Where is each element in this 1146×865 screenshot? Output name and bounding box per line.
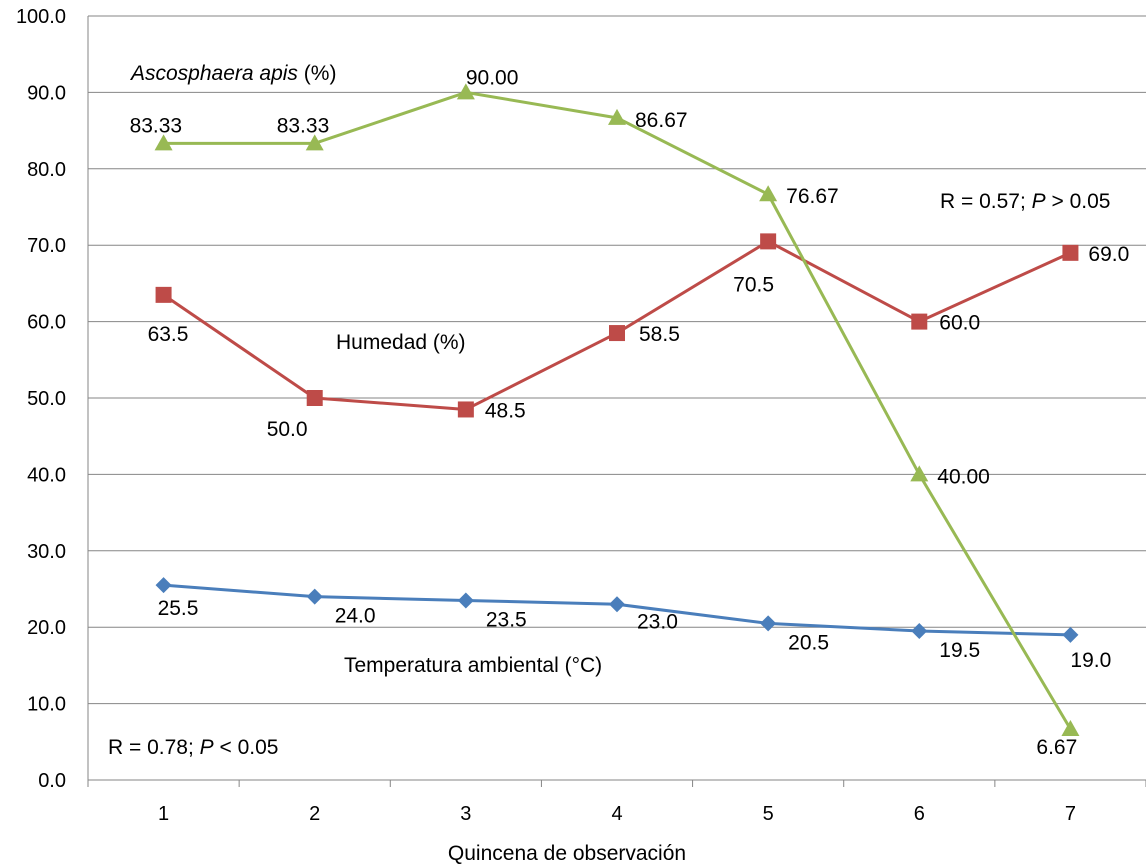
series-humedad bbox=[155, 233, 1079, 418]
x-tick-label: 4 bbox=[611, 803, 622, 825]
series-ascosphaera bbox=[154, 83, 1080, 737]
data-point-temperatura bbox=[457, 592, 474, 609]
data-label-ascosphaera: 90.00 bbox=[466, 66, 519, 89]
data-label-temperatura: 23.0 bbox=[637, 610, 678, 633]
data-label-ascosphaera: 76.67 bbox=[786, 185, 839, 208]
data-point-ascosphaera bbox=[910, 465, 929, 482]
corr-humedad-value: > 0.05 bbox=[1046, 190, 1111, 213]
y-tick-label: 80.0 bbox=[27, 159, 66, 181]
y-tick-label: 0.0 bbox=[38, 770, 66, 792]
y-tick-label: 100.0 bbox=[16, 6, 66, 28]
data-label-temperatura: 24.0 bbox=[335, 605, 376, 628]
series-name-ascosphaera-italic: Ascosphaera apis bbox=[129, 62, 298, 85]
data-point-temperatura bbox=[306, 588, 323, 605]
corr-temperatura-value: < 0.05 bbox=[214, 736, 279, 759]
x-tick-label: 2 bbox=[309, 803, 320, 825]
data-point-ascosphaera bbox=[154, 134, 173, 151]
data-point-humedad bbox=[760, 233, 777, 250]
y-tick-label: 50.0 bbox=[27, 388, 66, 410]
data-label-temperatura: 19.5 bbox=[939, 639, 980, 662]
data-label-humedad: 63.5 bbox=[148, 323, 189, 346]
series-name-temperatura: Temperatura ambiental (°C) bbox=[344, 654, 602, 677]
data-point-temperatura bbox=[911, 623, 928, 640]
axes bbox=[87, 16, 1146, 781]
data-point-humedad bbox=[457, 401, 474, 418]
data-label-temperatura: 20.5 bbox=[788, 631, 829, 654]
data-point-ascosphaera bbox=[1061, 720, 1080, 737]
series-name-humedad: Humedad (%) bbox=[336, 331, 466, 354]
y-tick-label: 60.0 bbox=[27, 312, 66, 334]
data-point-ascosphaera bbox=[456, 83, 475, 100]
data-point-temperatura bbox=[609, 596, 625, 613]
data-label-ascosphaera: 83.33 bbox=[130, 114, 183, 137]
data-point-ascosphaera bbox=[305, 134, 324, 151]
x-axis-ticks: 1 2 3 4 5 6 7 bbox=[87, 780, 1146, 825]
data-label-temperatura: 19.0 bbox=[1070, 649, 1111, 672]
series-layer bbox=[154, 83, 1080, 737]
corr-humedad-p: P bbox=[1032, 190, 1046, 213]
gridlines bbox=[88, 15, 1146, 781]
data-label-humedad: 70.5 bbox=[733, 273, 774, 296]
y-axis-ticks: 0.0 10.0 20.0 30.0 40.0 50.0 60.0 70.0 80.0 90.0 1… bbox=[16, 6, 66, 792]
data-label-ascosphaera: 6.67 bbox=[1036, 736, 1077, 759]
data-labels: 25.5 24.0 23.5 23.0 20.5 19.5 19.0 63.5 50.0 48.5… bbox=[130, 66, 1130, 759]
data-label-humedad: 60.0 bbox=[939, 312, 980, 335]
data-point-temperatura bbox=[760, 615, 777, 632]
corr-temperatura-p: P bbox=[200, 736, 214, 759]
x-tick-label: 6 bbox=[914, 803, 925, 825]
series-temperatura bbox=[155, 577, 1079, 643]
data-label-humedad: 48.5 bbox=[485, 399, 526, 422]
x-tick-label: 1 bbox=[158, 803, 169, 825]
data-label-humedad: 58.5 bbox=[639, 323, 680, 346]
series-name-ascosphaera: Ascosphaera apis (%) bbox=[129, 62, 336, 85]
y-tick-label: 70.0 bbox=[27, 235, 66, 257]
data-label-humedad: 50.0 bbox=[267, 418, 308, 441]
corr-annotation-humedad: R = 0.57; P > 0.05 bbox=[940, 190, 1110, 213]
y-tick-label: 10.0 bbox=[27, 694, 66, 716]
data-point-temperatura bbox=[1062, 626, 1079, 643]
x-tick-label: 7 bbox=[1065, 803, 1076, 825]
data-label-ascosphaera: 40.00 bbox=[937, 465, 990, 488]
y-tick-label: 90.0 bbox=[27, 82, 66, 104]
corr-annotation-temperatura: R = 0.78; P < 0.05 bbox=[108, 736, 278, 759]
data-label-temperatura: 23.5 bbox=[486, 608, 527, 631]
data-label-ascosphaera: 83.33 bbox=[277, 114, 330, 137]
corr-humedad-r: R = 0.57; bbox=[940, 190, 1032, 213]
data-label-humedad: 69.0 bbox=[1088, 243, 1129, 266]
y-tick-label: 40.0 bbox=[27, 464, 66, 486]
data-point-humedad bbox=[306, 390, 323, 406]
data-point-humedad bbox=[155, 286, 172, 303]
data-point-humedad bbox=[911, 313, 928, 330]
y-tick-label: 20.0 bbox=[27, 617, 66, 639]
x-tick-label: 5 bbox=[763, 803, 774, 825]
data-point-temperatura bbox=[155, 577, 172, 594]
data-label-temperatura: 25.5 bbox=[158, 597, 199, 620]
data-point-ascosphaera bbox=[608, 108, 626, 125]
x-tick-label: 3 bbox=[460, 803, 471, 825]
series-name-ascosphaera-unit: (%) bbox=[298, 62, 337, 85]
y-tick-label: 30.0 bbox=[27, 541, 66, 563]
data-label-ascosphaera: 86.67 bbox=[635, 109, 688, 132]
data-point-ascosphaera bbox=[759, 185, 778, 202]
data-point-humedad bbox=[1062, 244, 1079, 261]
x-axis-title: Quincena de observación bbox=[448, 842, 686, 865]
data-point-humedad bbox=[609, 325, 625, 342]
series-line-ascosphaera bbox=[163, 90, 1072, 730]
corr-temperatura-r: R = 0.78; bbox=[108, 736, 200, 759]
